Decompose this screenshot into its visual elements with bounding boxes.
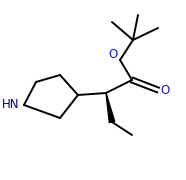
Polygon shape xyxy=(106,93,115,123)
Text: O: O xyxy=(108,48,118,60)
Text: O: O xyxy=(160,84,170,96)
Text: HN: HN xyxy=(2,98,20,111)
